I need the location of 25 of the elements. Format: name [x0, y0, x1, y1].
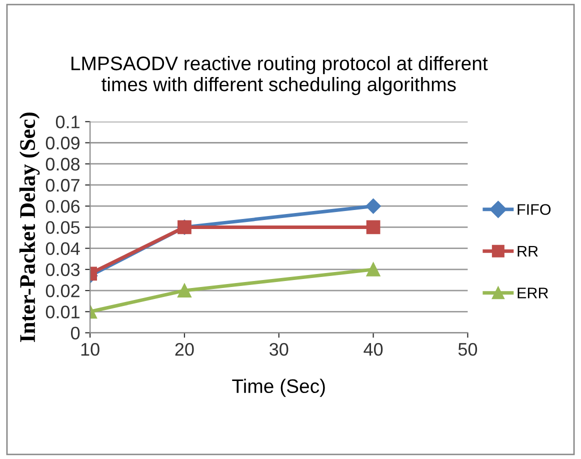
y-tick-label: 0.1: [56, 116, 80, 128]
x-tick-label: 20: [175, 342, 194, 356]
y-tick-label: 0.02: [46, 284, 80, 298]
y-tick-label: 0.09: [46, 136, 80, 150]
x-axis-title: Time (Sec): [232, 378, 325, 397]
point: [366, 198, 381, 214]
chart-title: LMPSAODV reactive routing protocol at different times with different scheduling algorithms: [72, 56, 488, 96]
y-tick-label: 0.03: [46, 263, 80, 276]
point: [366, 262, 380, 276]
y-tick-label: 0.07: [46, 178, 80, 192]
y-tick-label: 0.01: [46, 306, 80, 318]
y-axis-title: Inter-Packet Delay (Sec): [19, 112, 40, 342]
y-tick-label: 0.05: [46, 221, 80, 234]
legend-label: RR: [518, 246, 538, 256]
legend-label: FIFO: [518, 204, 551, 215]
x-tick-label: 50: [458, 342, 478, 356]
x-tick-label: 10: [81, 342, 100, 356]
y-tick-label: 0: [70, 326, 80, 340]
legend-label: ERR: [518, 288, 548, 298]
point: [366, 220, 380, 234]
y-tick-label: 0.04: [46, 242, 80, 256]
x-tick-label: 30: [270, 342, 288, 356]
y-tick-label: 0.08: [46, 158, 80, 171]
x-tick-label: 40: [364, 342, 383, 356]
y-tick-label: 0.06: [46, 200, 80, 213]
